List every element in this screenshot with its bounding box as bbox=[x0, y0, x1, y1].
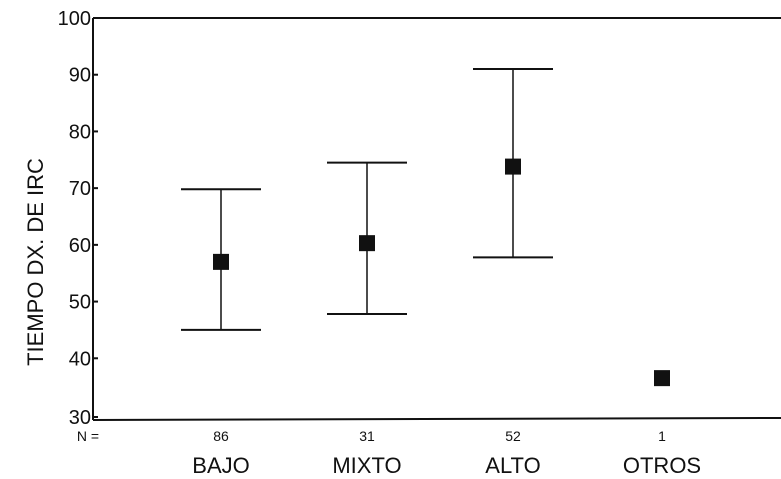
y-axis-ticks: 30 40 50 60 70 80 90 100 bbox=[58, 8, 98, 429]
category-label: ALTO bbox=[485, 453, 540, 478]
y-tick-label: 30 bbox=[69, 407, 91, 429]
y-tick-label: 40 bbox=[69, 348, 91, 370]
plot-frame bbox=[92, 17, 781, 421]
mean-marker bbox=[213, 253, 229, 270]
n-count-label: 31 bbox=[359, 428, 375, 444]
n-count-label: 86 bbox=[213, 428, 229, 444]
n-prefix-label: N = bbox=[77, 428, 99, 444]
y-tick-label: 50 bbox=[69, 292, 91, 314]
y-tick-label: 90 bbox=[69, 65, 91, 87]
y-tick-label: 70 bbox=[69, 178, 91, 200]
y-tick-label: 100 bbox=[58, 8, 91, 30]
y-tick-label: 80 bbox=[69, 121, 91, 143]
mean-marker bbox=[654, 370, 670, 387]
mean-markers bbox=[213, 158, 670, 387]
mean-marker bbox=[359, 235, 375, 252]
error-bars bbox=[181, 68, 553, 331]
n-count-label: 1 bbox=[658, 428, 666, 444]
category-labels: 86 BAJO 31 MIXTO 52 ALTO 1 OTROS bbox=[192, 428, 701, 478]
y-tick-label: 60 bbox=[69, 235, 91, 257]
n-count-label: 52 bbox=[505, 428, 521, 444]
mean-marker bbox=[505, 158, 521, 175]
y-axis-title: TIEMPO DX. DE IRC bbox=[23, 158, 48, 366]
category-label: OTROS bbox=[623, 453, 701, 478]
x-axis-line bbox=[92, 417, 781, 421]
category-label: MIXTO bbox=[332, 453, 401, 478]
category-label: BAJO bbox=[192, 453, 249, 478]
